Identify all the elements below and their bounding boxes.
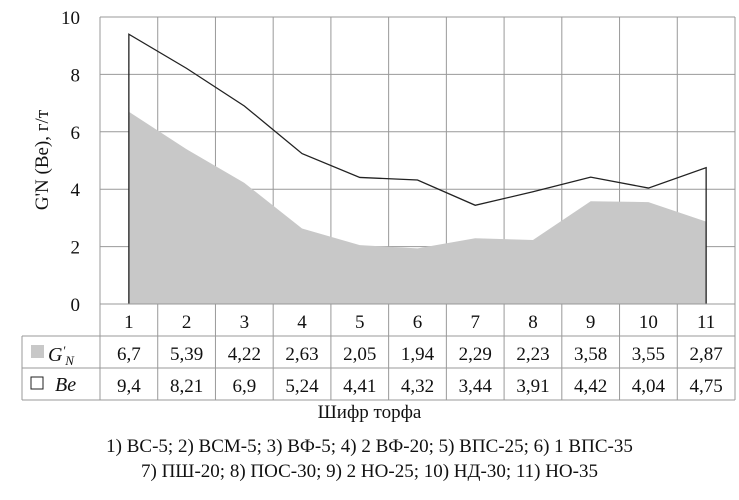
data-label: 6,9: [232, 376, 256, 397]
legend-line-2: 7) ПШ-20; 8) ПОС-30; 9) 2 НО-25; 10) НД-…: [141, 461, 598, 482]
line-series-be: [128, 33, 707, 304]
x-tick-label: 10: [639, 312, 658, 333]
data-label: 2,63: [285, 344, 318, 365]
data-label: 5,24: [285, 376, 319, 397]
y-tick-label: 4: [71, 180, 81, 201]
legend-swatch-gn: [31, 345, 44, 358]
x-tick-label: 2: [182, 312, 192, 333]
data-label: 3,55: [632, 344, 665, 365]
data-label: 3,58: [574, 344, 607, 365]
x-tick-label: 5: [355, 312, 365, 333]
data-label: 2,05: [343, 344, 376, 365]
data-label: 5,39: [170, 344, 203, 365]
x-tick-label: 7: [470, 312, 480, 333]
y-tick-label: 2: [71, 238, 81, 259]
data-label: 3,44: [459, 376, 493, 397]
data-label: 4,41: [343, 376, 376, 397]
legend-label-be: Be: [55, 374, 76, 396]
data-label: 8,21: [170, 376, 203, 397]
x-tick-label: 8: [528, 312, 538, 333]
data-label: 4,32: [401, 376, 434, 397]
legend-label-gn: G′N: [48, 343, 75, 368]
y-tick-label: 6: [71, 123, 81, 144]
x-tick-label: 1: [124, 312, 134, 333]
y-tick-label: 10: [61, 8, 80, 29]
x-axis-title: Шифр торфа: [317, 402, 422, 423]
data-label: 4,22: [228, 344, 261, 365]
y-tick-label: 0: [71, 295, 81, 316]
y-axis-title: G'N (Be), г/т: [32, 109, 53, 210]
data-label: 3,91: [516, 376, 549, 397]
data-label: 4,75: [690, 376, 723, 397]
x-tick-label: 11: [697, 312, 715, 333]
data-label: 4,42: [574, 376, 607, 397]
legend-line-1: 1) ВС-5; 2) ВСМ-5; 3) ВФ-5; 4) 2 ВФ-20; …: [106, 436, 633, 457]
data-label: 6,7: [117, 344, 141, 365]
data-label: 4,04: [632, 376, 666, 397]
legend-swatch-be: [30, 376, 44, 390]
x-tick-label: 3: [240, 312, 250, 333]
x-tick-label: 6: [413, 312, 423, 333]
area-series-gn: [128, 111, 707, 305]
data-label: 2,23: [516, 344, 549, 365]
y-tick-label: 8: [71, 65, 81, 86]
data-label: 2,29: [459, 344, 492, 365]
data-label: 2,87: [690, 344, 723, 365]
x-tick-label: 9: [586, 312, 596, 333]
data-label: 1,94: [401, 344, 435, 365]
x-tick-label: 4: [297, 312, 307, 333]
data-label: 9,4: [117, 376, 141, 397]
